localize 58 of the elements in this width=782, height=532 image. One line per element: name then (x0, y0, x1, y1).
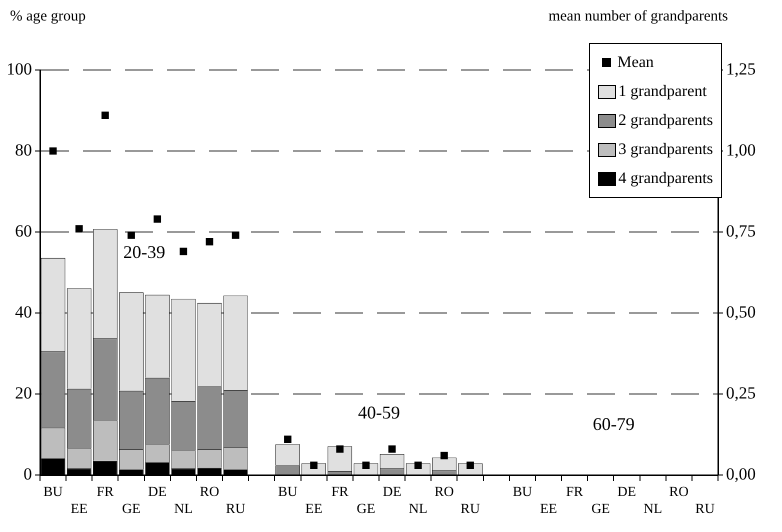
x-tick-label: RU (226, 502, 246, 517)
x-tick-label: NL (408, 502, 428, 517)
y-tick-label: 20 (15, 383, 32, 402)
annotation: 40-59 (358, 402, 400, 422)
x-tick-label: DE (148, 485, 167, 500)
x-tick-label: RO (669, 485, 689, 500)
x-tick-label: FR (331, 485, 350, 500)
point (284, 436, 292, 444)
x-tick-label: NL (174, 502, 193, 517)
point (388, 445, 396, 453)
x-tick-label: FR (96, 485, 114, 500)
y2-tick-label: 0,75 (726, 221, 756, 240)
x-tick-label: DE (617, 485, 636, 500)
y2-axis-title: mean number of grandparents (548, 8, 728, 24)
x-tick-label: BU (512, 485, 532, 500)
x-tick-label: BU (278, 485, 298, 500)
legend-label: 2 grandparents (618, 111, 713, 131)
point (154, 215, 162, 223)
point (206, 238, 214, 246)
point (232, 232, 240, 239)
y-axis-title: % age group (10, 8, 86, 24)
legend-label: 3 grandparents (618, 140, 713, 160)
y2-tick-label: 1,25 (726, 59, 756, 78)
y2-tick-label: 0,25 (726, 383, 756, 402)
x-tick-label: DE (382, 485, 402, 500)
x-tick-label: EE (540, 502, 558, 517)
x-tick-label: RU (460, 502, 480, 517)
point (336, 445, 344, 453)
y-tick-label: 0 (24, 464, 32, 484)
point (440, 452, 448, 460)
legend-label: 1 grandparent (618, 82, 707, 102)
annotation: 20-39 (123, 242, 166, 262)
y-tick-label: 80 (15, 140, 32, 160)
x-tick-label: RO (200, 485, 220, 500)
x-tick-label: GE (591, 502, 610, 517)
point (49, 147, 57, 155)
y2-tick-label: 1,00 (726, 140, 756, 160)
y-tick-label: 100 (6, 59, 32, 78)
y2-tick-label: 0,50 (726, 302, 756, 322)
y-tick-label: 40 (15, 302, 32, 322)
point (180, 248, 188, 256)
x-tick-label: RO (434, 485, 454, 500)
x-tick-label: BU (43, 485, 63, 500)
x-tick-label: EE (70, 502, 88, 517)
x-tick-label: EE (305, 502, 322, 517)
x-tick-label: FR (566, 485, 584, 500)
y2-tick-label: 0,00 (726, 464, 756, 484)
point (128, 232, 135, 239)
x-tick-label: RU (695, 502, 715, 517)
x-tick-label: GE (356, 502, 376, 517)
y-tick-label: 60 (15, 221, 32, 240)
legend-label: 4 grandparents (618, 169, 713, 189)
x-tick-label: NL (643, 502, 662, 517)
x-tick-label: GE (122, 502, 141, 517)
annotation: 60-79 (592, 414, 635, 434)
point (75, 225, 83, 232)
legend-label: Mean (617, 53, 654, 73)
point (102, 112, 109, 120)
